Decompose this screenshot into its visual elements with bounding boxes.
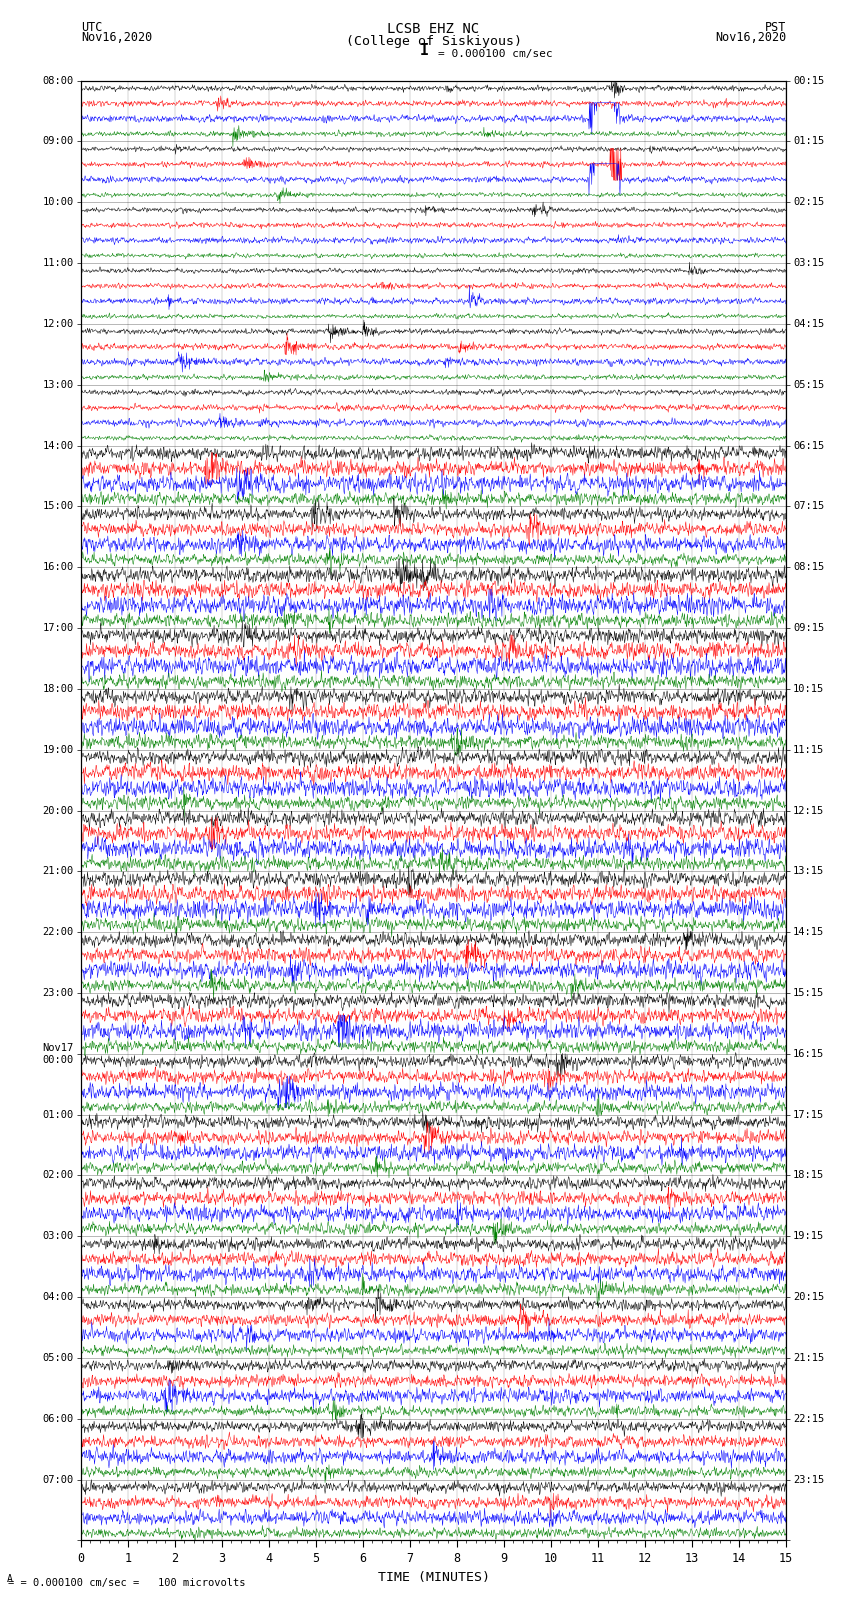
X-axis label: TIME (MINUTES): TIME (MINUTES)	[377, 1571, 490, 1584]
Text: Nov16,2020: Nov16,2020	[81, 31, 152, 44]
Text: A: A	[7, 1574, 13, 1584]
Text: LCSB EHZ NC: LCSB EHZ NC	[388, 23, 479, 37]
Text: (College of Siskiyous): (College of Siskiyous)	[345, 35, 522, 48]
Text: = 0.000100 cm/sec: = 0.000100 cm/sec	[438, 48, 552, 58]
Text: I: I	[420, 44, 429, 58]
Text: UTC: UTC	[81, 21, 102, 34]
Text: Nov16,2020: Nov16,2020	[715, 31, 786, 44]
Text: = = 0.000100 cm/sec =   100 microvolts: = = 0.000100 cm/sec = 100 microvolts	[8, 1578, 246, 1587]
Text: PST: PST	[765, 21, 786, 34]
